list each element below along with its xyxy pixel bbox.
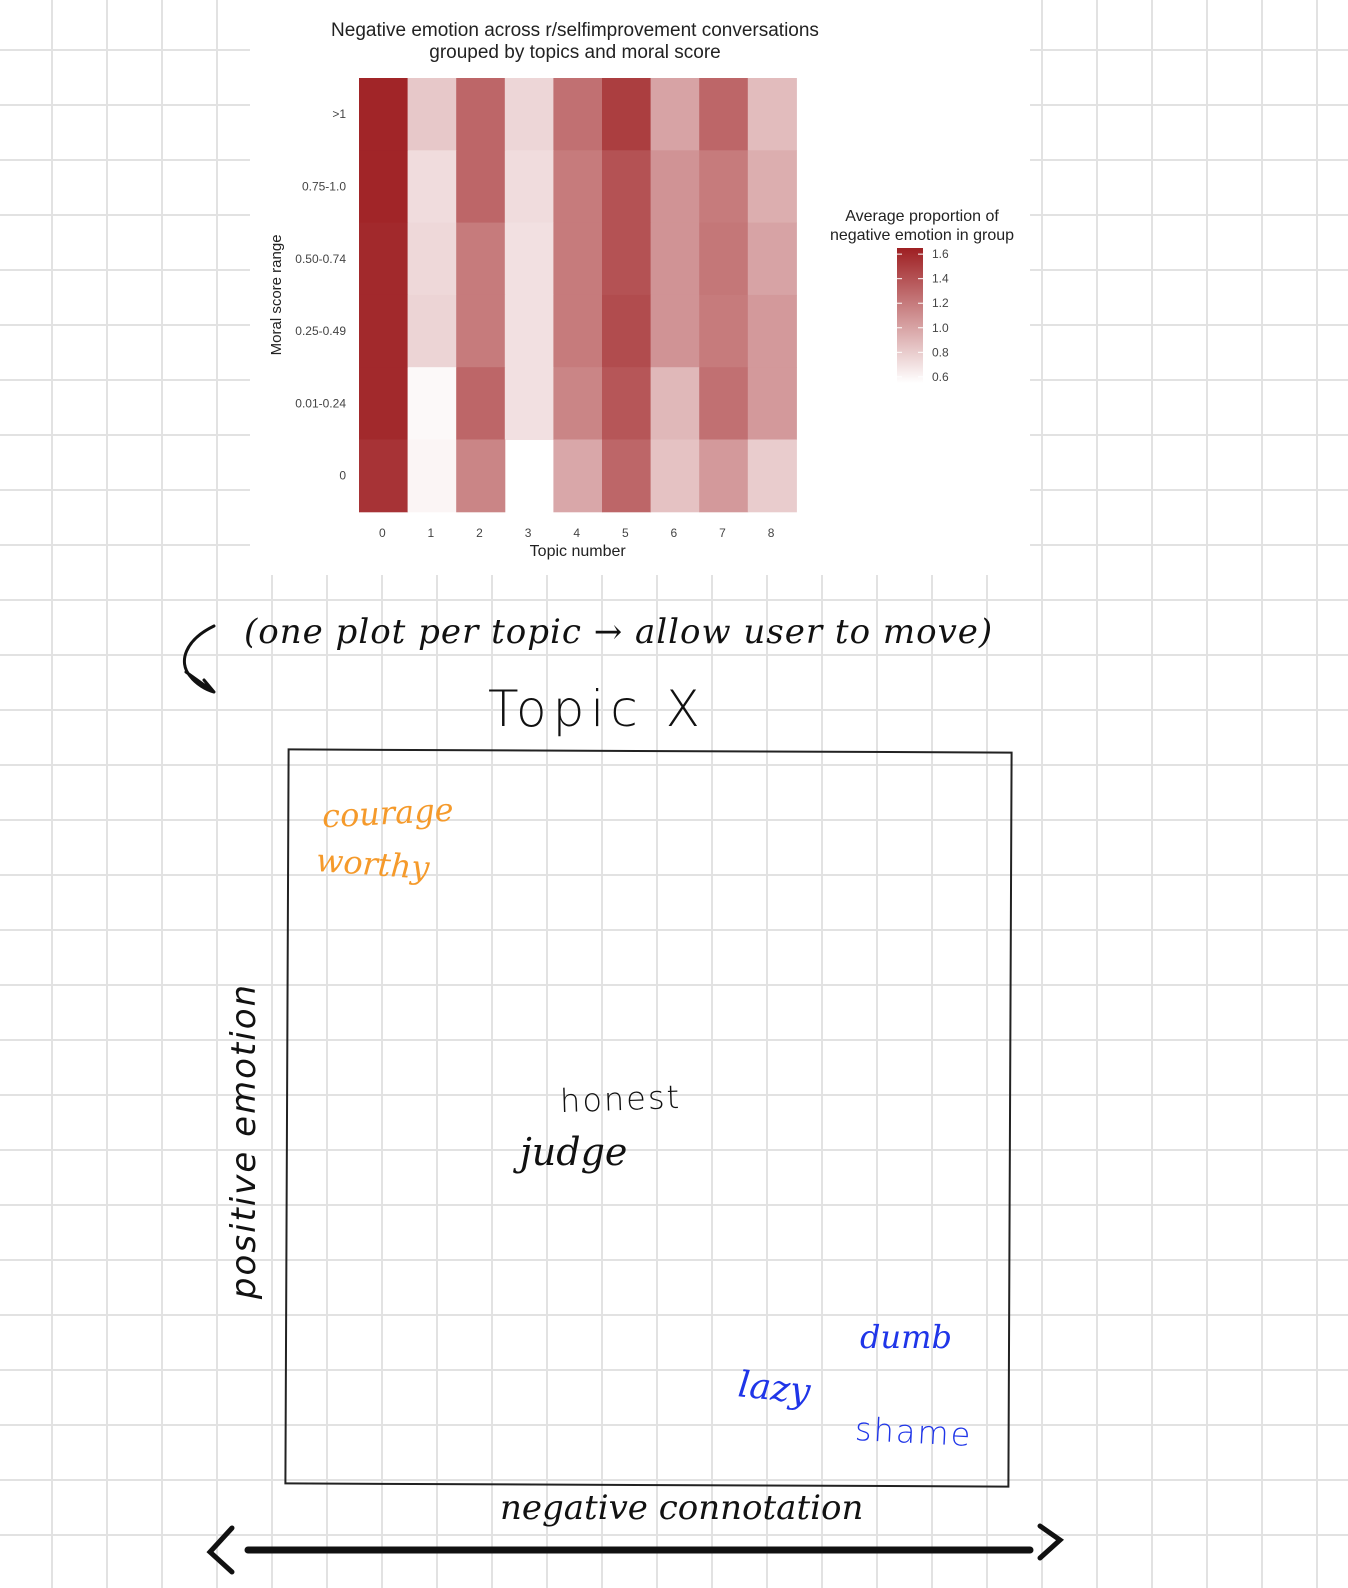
heatmap-cell xyxy=(407,439,457,513)
heatmap-cell xyxy=(407,367,457,440)
heatmap-cell xyxy=(359,150,409,224)
x-tick-label: 8 xyxy=(768,526,775,540)
legend-tick-label: 1.0 xyxy=(932,321,949,335)
y-tick-label: 0.25-0.49 xyxy=(295,324,346,338)
heatmap-chart: Negative emotion across r/selfimprovemen… xyxy=(268,20,1014,560)
heatmap-cell xyxy=(553,367,603,440)
heatmap-cell xyxy=(359,294,409,368)
heatmap-cell xyxy=(747,294,797,368)
heatmap-cell xyxy=(699,294,749,368)
legend-tick-label: 1.4 xyxy=(932,272,949,286)
heatmap-cell xyxy=(456,294,506,368)
heatmap-cell xyxy=(699,150,749,224)
y-tick-label: 0.75-1.0 xyxy=(302,179,346,193)
arrow-right-head-icon xyxy=(1037,1523,1065,1561)
chart-y-axis-title: Moral score range xyxy=(268,234,285,355)
heatmap-cell xyxy=(553,78,603,151)
arrow-left-head-icon xyxy=(206,1525,235,1575)
word-dumb[interactable]: dumb xyxy=(860,1318,952,1356)
legend-tick-label: 1.2 xyxy=(932,296,949,310)
heatmap-cell xyxy=(407,150,457,224)
heatmap-cell xyxy=(407,222,457,296)
heatmap-cell xyxy=(650,439,700,513)
x-tick-label: 4 xyxy=(573,526,580,540)
heatmap-cell xyxy=(602,150,652,224)
heatmap-cell xyxy=(553,222,603,296)
heatmap-cell xyxy=(456,78,506,151)
heatmap-panel: Negative emotion across r/selfimprovemen… xyxy=(250,0,1030,575)
heatmap-cell xyxy=(699,439,749,513)
x-tick-label: 6 xyxy=(671,526,678,540)
legend-tick-label: 0.8 xyxy=(932,345,949,359)
heatmap-cell xyxy=(747,150,797,224)
heatmap-cell xyxy=(456,150,506,224)
heatmap-cell xyxy=(650,150,700,224)
heatmap-cell xyxy=(456,439,506,513)
x-axis-label: negative connotation xyxy=(500,1488,864,1528)
word-shame[interactable]: shame xyxy=(854,1409,974,1455)
heatmap-cell xyxy=(602,439,652,513)
x-tick-label: 7 xyxy=(719,526,726,540)
heatmap-cell xyxy=(407,78,457,151)
heatmap-cell xyxy=(504,294,554,368)
heatmap-cell xyxy=(602,222,652,296)
word-honest[interactable]: honest xyxy=(559,1077,682,1121)
chart-x-axis-title: Topic number xyxy=(530,543,627,560)
word-courage[interactable]: courage xyxy=(321,790,455,836)
legend-tick-label: 1.6 xyxy=(932,247,949,261)
heatmap-cell xyxy=(602,78,652,151)
y-axis-label: positive emotion xyxy=(224,982,264,1300)
heatmap-cell xyxy=(699,78,749,151)
heatmap-cell xyxy=(504,78,554,151)
y-tick-label: 0 xyxy=(339,469,346,483)
heatmap-cell xyxy=(747,222,797,296)
heatmap-cell xyxy=(407,294,457,368)
heatmap-cell xyxy=(553,439,603,513)
sketch-title: Topic X xyxy=(488,680,706,738)
x-tick-label: 3 xyxy=(525,526,532,540)
y-tick-label: >1 xyxy=(332,107,346,121)
legend-title: negative emotion in group xyxy=(830,227,1014,244)
heatmap-cell xyxy=(650,222,700,296)
word-worthy[interactable]: worthy xyxy=(314,841,431,887)
chart-title: grouped by topics and moral score xyxy=(429,42,721,63)
heatmap-cell xyxy=(699,222,749,296)
heatmap-cell xyxy=(602,294,652,368)
y-tick-label: 0.01-0.24 xyxy=(295,396,346,410)
y-tick-label: 0.50-0.74 xyxy=(295,252,346,266)
heatmap-cell xyxy=(602,367,652,440)
heatmap-cell xyxy=(650,78,700,151)
heatmap-cell xyxy=(553,294,603,368)
heatmap-cell xyxy=(456,222,506,296)
curved-arrow-icon xyxy=(182,624,216,694)
legend-tick-label: 0.6 xyxy=(932,370,949,384)
heatmap-cell xyxy=(504,150,554,224)
word-lazy[interactable]: lazy xyxy=(736,1364,813,1413)
x-tick-label: 5 xyxy=(622,526,629,540)
x-tick-label: 1 xyxy=(428,526,435,540)
legend-title: Average proportion of xyxy=(845,208,999,225)
heatmap-cell xyxy=(650,367,700,440)
word-judge[interactable]: judge xyxy=(520,1130,628,1174)
chart-title: Negative emotion across r/selfimprovemen… xyxy=(331,20,819,41)
heatmap-cell xyxy=(359,222,409,296)
heatmap-cell xyxy=(747,439,797,513)
heatmap-cell xyxy=(504,367,554,440)
x-tick-label: 2 xyxy=(476,526,483,540)
heatmap-cell xyxy=(747,367,797,440)
heatmap-cell xyxy=(553,150,603,224)
legend-colorbar xyxy=(897,248,923,383)
heatmap-cell xyxy=(359,78,409,151)
x-tick-label: 0 xyxy=(379,526,386,540)
heatmap-cell xyxy=(699,367,749,440)
heatmap-cell xyxy=(456,367,506,440)
heatmap-cell xyxy=(747,78,797,151)
heatmap-cell xyxy=(650,294,700,368)
heatmap-cell xyxy=(359,367,409,440)
heatmap-cell xyxy=(359,439,409,513)
annotation-note: (one plot per topic → allow user to move… xyxy=(244,612,994,652)
heatmap-cell xyxy=(504,222,554,296)
